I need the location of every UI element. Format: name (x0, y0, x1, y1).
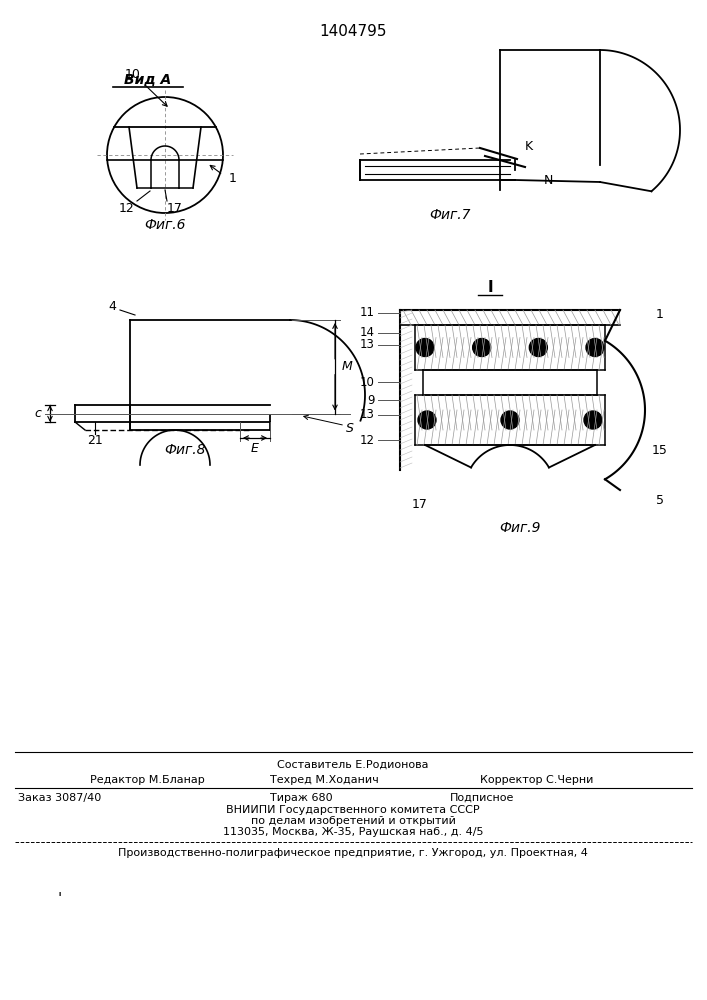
Text: 11: 11 (360, 306, 375, 320)
Text: Корректор С.Черни: Корректор С.Черни (480, 775, 593, 785)
Text: Техред М.Ходанич: Техред М.Ходанич (270, 775, 379, 785)
Text: по делам изобретений и открытий: по делам изобретений и открытий (250, 816, 455, 826)
Text: 1404795: 1404795 (320, 24, 387, 39)
Text: 5: 5 (656, 493, 664, 506)
Text: 17: 17 (412, 498, 428, 512)
Text: 10: 10 (125, 68, 141, 82)
Text: 12: 12 (119, 202, 135, 216)
Circle shape (586, 338, 604, 357)
Text: Заказ 3087/40: Заказ 3087/40 (18, 793, 101, 803)
Text: 113035, Москва, Ж-35, Раушская наб., д. 4/5: 113035, Москва, Ж-35, Раушская наб., д. … (223, 827, 484, 837)
Text: Фиг.7: Фиг.7 (429, 208, 471, 222)
Text: Вид А: Вид А (124, 73, 172, 87)
Text: 12: 12 (360, 434, 375, 446)
Circle shape (473, 338, 491, 357)
Text: Подписное: Подписное (450, 793, 515, 803)
Text: N: N (543, 174, 553, 186)
Text: 1: 1 (656, 308, 664, 322)
Text: 15: 15 (652, 444, 668, 456)
Text: 9: 9 (368, 393, 375, 406)
Text: c: c (35, 407, 42, 420)
Text: S: S (346, 422, 354, 435)
Text: Составитель Е.Родионова: Составитель Е.Родионова (277, 760, 428, 770)
Text: K: K (525, 140, 533, 153)
Circle shape (584, 411, 602, 429)
Text: 13: 13 (360, 338, 375, 352)
Circle shape (530, 338, 547, 357)
Circle shape (501, 411, 519, 429)
Text: ': ' (58, 892, 62, 908)
Circle shape (416, 338, 434, 357)
Text: ВНИИПИ Государственного комитета СССР: ВНИИПИ Государственного комитета СССР (226, 805, 480, 815)
Text: 17: 17 (167, 202, 183, 216)
Text: Производственно-полиграфическое предприятие, г. Ужгород, ул. Проектная, 4: Производственно-полиграфическое предприя… (118, 848, 588, 858)
Circle shape (418, 411, 436, 429)
Text: 4: 4 (108, 300, 116, 312)
Text: 14: 14 (360, 326, 375, 340)
Text: 21: 21 (87, 434, 103, 446)
Text: Фиг.8: Фиг.8 (164, 443, 206, 457)
Text: 13: 13 (360, 408, 375, 422)
Text: I: I (487, 280, 493, 296)
Text: E: E (251, 442, 259, 454)
Text: Тираж 680: Тираж 680 (270, 793, 332, 803)
Text: 10: 10 (360, 375, 375, 388)
Text: Фиг.6: Фиг.6 (144, 218, 186, 232)
Text: 1: 1 (229, 172, 237, 186)
Text: Редактор М.Бланар: Редактор М.Бланар (90, 775, 205, 785)
Text: M: M (341, 360, 352, 373)
Text: Фиг.9: Фиг.9 (499, 521, 541, 535)
